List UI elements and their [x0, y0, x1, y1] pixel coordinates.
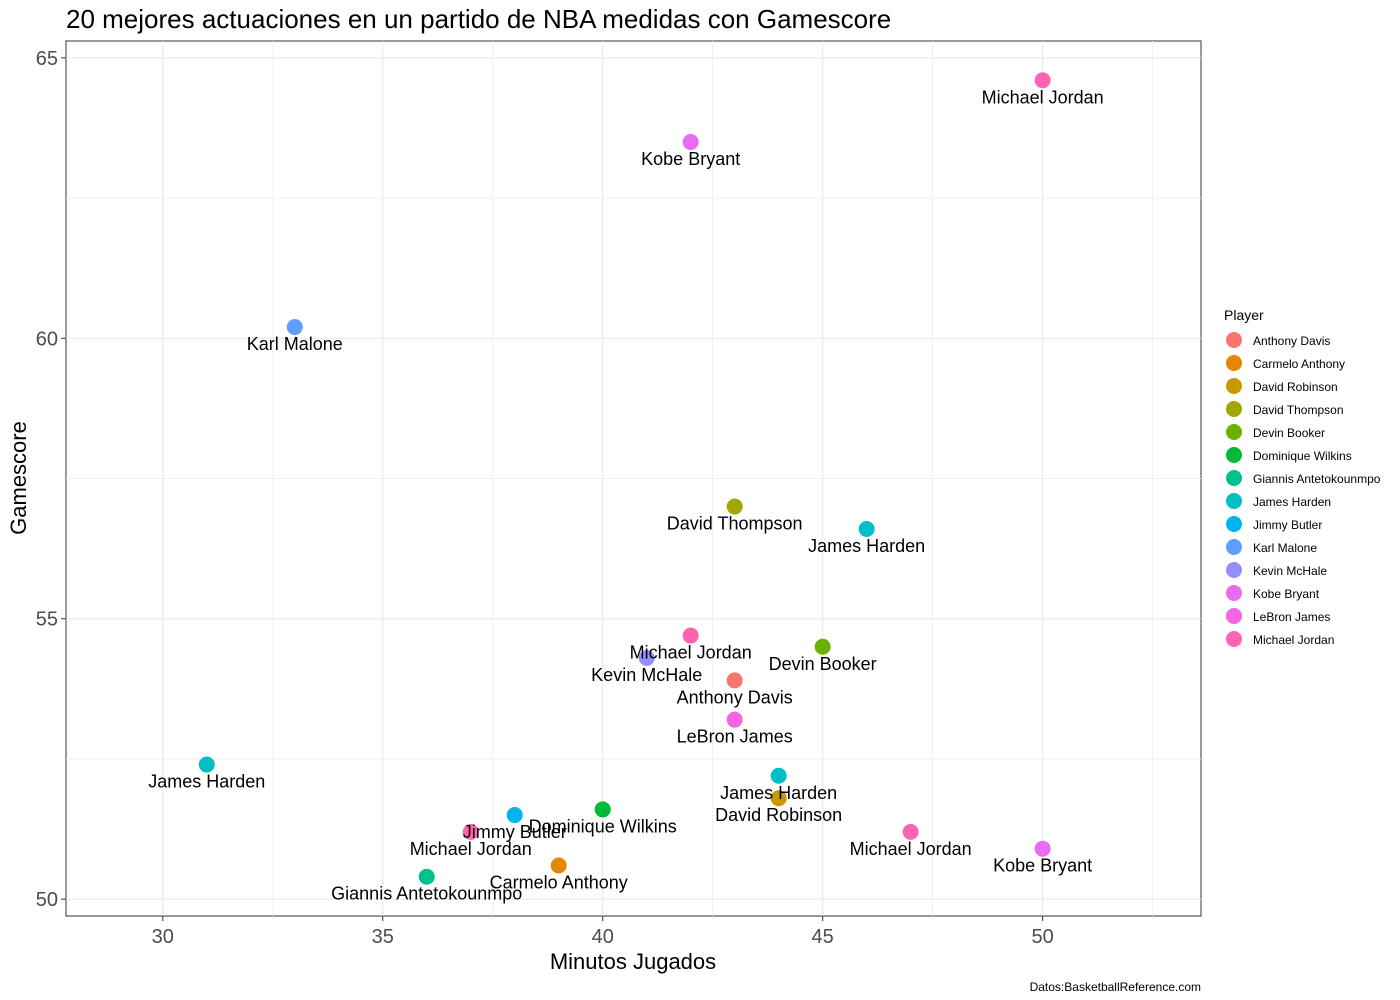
legend-key: [1226, 447, 1242, 463]
point-label: Jimmy Butler: [463, 822, 567, 842]
legend-key: [1226, 562, 1242, 578]
y-tick-label: 55: [36, 609, 58, 631]
data-points: [198, 72, 1051, 885]
legend-key: [1226, 585, 1242, 601]
data-point: [1034, 840, 1051, 857]
data-point: [1034, 72, 1051, 89]
point-label: LeBron James: [677, 727, 793, 747]
legend-key: [1226, 332, 1242, 348]
legend-label: Giannis Antetokounmpo: [1253, 472, 1381, 486]
legend-label: Anthony Davis: [1253, 334, 1330, 348]
point-label: Carmelo Anthony: [490, 873, 628, 893]
legend-label: David Robinson: [1253, 380, 1338, 394]
point-label: Devin Booker: [769, 654, 877, 674]
legend-key: [1226, 493, 1242, 509]
legend-key: [1226, 378, 1242, 394]
data-source-caption: Datos:BasketballReference.com: [1030, 980, 1201, 994]
point-label: Kevin McHale: [591, 665, 702, 685]
x-tick-label: 50: [1032, 926, 1054, 948]
data-point: [198, 756, 215, 773]
x-tick-label: 35: [372, 926, 394, 948]
legend-key: [1226, 539, 1242, 555]
x-axis-title: Minutos Jugados: [550, 949, 716, 974]
point-label: Michael Jordan: [850, 839, 972, 859]
data-point: [726, 711, 743, 728]
data-point: [858, 520, 875, 537]
y-tick-label: 65: [36, 48, 58, 70]
legend-label: James Harden: [1253, 495, 1331, 509]
x-tick-label: 30: [152, 926, 174, 948]
legend-key: [1226, 470, 1242, 486]
legend-label: Dominique Wilkins: [1253, 449, 1352, 463]
x-tick-label: 45: [812, 926, 834, 948]
legend-key: [1226, 401, 1242, 417]
legend: Player Anthony Davis Carmelo Anthony David…: [1224, 307, 1381, 647]
point-label: Anthony Davis: [677, 687, 793, 707]
legend-key: [1226, 608, 1242, 624]
legend-label: LeBron James: [1253, 610, 1330, 624]
grid-lines: [66, 41, 1201, 916]
data-point: [638, 649, 655, 666]
point-labels: Michael Jordan Kobe Bryant Karl Malone Davi…: [148, 87, 1103, 903]
data-point: [770, 790, 787, 807]
y-axis-title: Gamescore: [6, 421, 31, 535]
point-label: James Harden: [720, 783, 837, 803]
data-point: [902, 823, 919, 840]
legend-label: Kevin McHale: [1253, 564, 1327, 578]
point-label: Karl Malone: [247, 334, 343, 354]
data-point: [462, 823, 479, 840]
legend-label: Michael Jordan: [1253, 633, 1334, 647]
legend-label: Carmelo Anthony: [1253, 357, 1345, 371]
point-label: Michael Jordan: [410, 839, 532, 859]
x-axis-ticks: 30 35 40 45 50: [152, 916, 1054, 948]
point-label: Kobe Bryant: [993, 856, 1092, 876]
legend-label: Kobe Bryant: [1253, 587, 1320, 601]
point-label: James Harden: [148, 772, 265, 792]
x-tick-label: 40: [592, 926, 614, 948]
legend-title: Player: [1224, 307, 1264, 323]
data-point: [550, 857, 567, 874]
point-label: Michael Jordan: [982, 87, 1104, 107]
data-point: [418, 868, 435, 885]
point-label: David Robinson: [715, 805, 842, 825]
point-label: Giannis Antetokounmpo: [331, 884, 522, 904]
data-point: [682, 627, 699, 644]
data-point: [506, 807, 523, 824]
point-label: Michael Jordan: [630, 643, 752, 663]
data-point: [814, 638, 831, 655]
point-label: Dominique Wilkins: [529, 816, 677, 836]
legend-label: Devin Booker: [1253, 426, 1325, 440]
legend-key: [1226, 516, 1242, 532]
legend-label: David Thompson: [1253, 403, 1344, 417]
point-label: Kobe Bryant: [641, 149, 740, 169]
data-point: [726, 672, 743, 689]
y-axis-ticks: 50 55 60 65: [36, 48, 66, 911]
legend-key: [1226, 631, 1242, 647]
data-point: [286, 319, 303, 336]
data-point: [682, 133, 699, 150]
y-tick-label: 60: [36, 328, 58, 350]
legend-key: [1226, 355, 1242, 371]
y-tick-label: 50: [36, 889, 58, 911]
chart-title: 20 mejores actuaciones en un partido de …: [66, 4, 891, 34]
legend-label: Karl Malone: [1253, 541, 1317, 555]
data-point: [726, 498, 743, 515]
legend-label: Jimmy Butler: [1253, 518, 1322, 532]
point-label: David Thompson: [667, 514, 803, 534]
data-point: [770, 767, 787, 784]
point-label: James Harden: [808, 536, 925, 556]
legend-key: [1226, 424, 1242, 440]
data-point: [594, 801, 611, 818]
